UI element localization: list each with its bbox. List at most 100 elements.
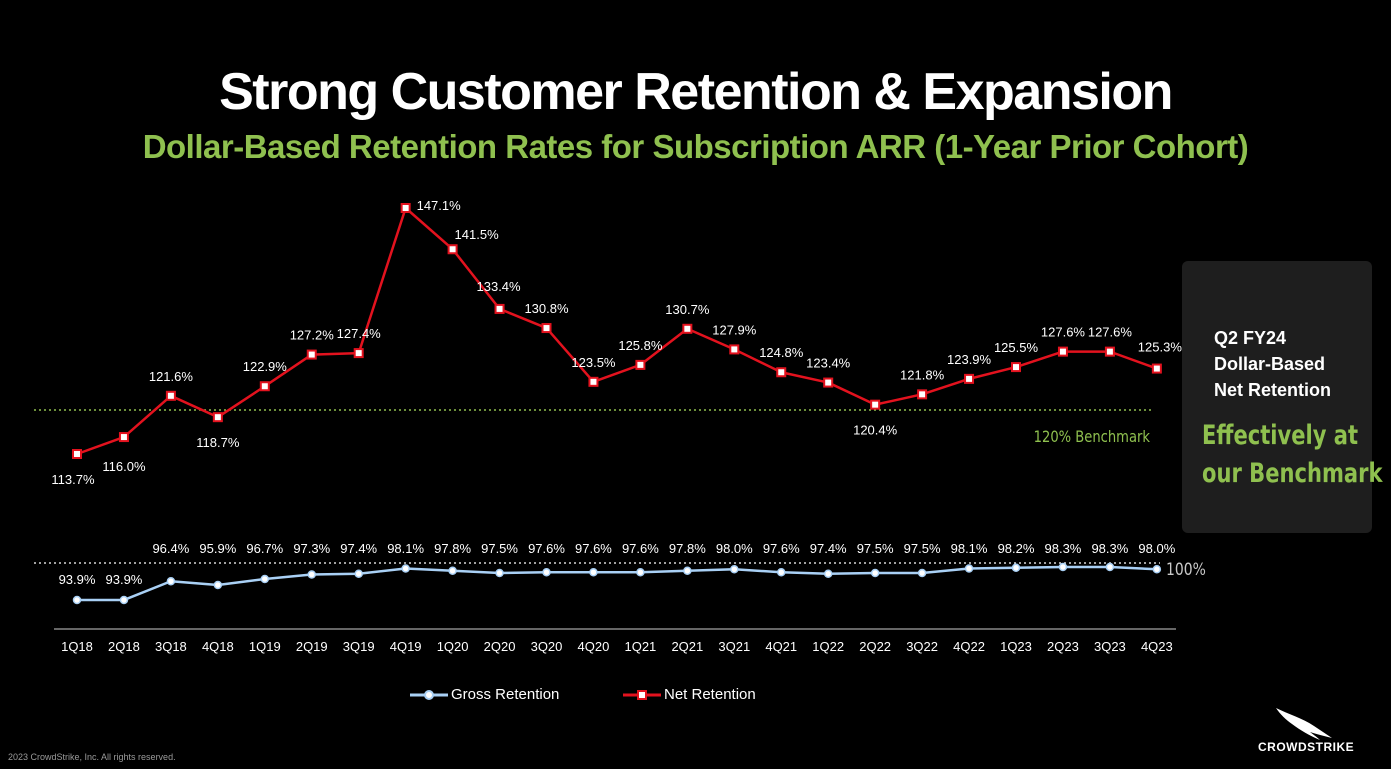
net-retention-point xyxy=(1104,346,1115,357)
copyright-text: 2023 CrowdStrike, Inc. All rights reserv… xyxy=(8,752,176,762)
callout-highlight-line: our Benchmark xyxy=(1202,458,1383,489)
net-retention-point xyxy=(259,381,270,392)
benchmark-120-label: 120% Benchmark xyxy=(1034,428,1151,447)
x-tick-label: 2Q21 xyxy=(671,639,703,654)
gross-retention-data-label: 98.0% xyxy=(716,541,753,556)
net-retention-point xyxy=(447,244,458,255)
x-tick-label: 1Q22 xyxy=(812,639,844,654)
gross-retention-data-label: 98.0% xyxy=(1138,541,1175,556)
net-retention-data-label: 113.7% xyxy=(51,472,95,487)
net-retention-point xyxy=(1151,363,1162,374)
net-retention-data-label: 127.9% xyxy=(712,322,757,337)
x-tick-label: 3Q23 xyxy=(1094,639,1126,654)
x-tick-label: 4Q19 xyxy=(390,639,422,654)
x-tick-label: 4Q20 xyxy=(578,639,610,654)
net-retention-data-label: 124.8% xyxy=(759,345,804,360)
gross-retention-point xyxy=(589,568,598,577)
x-tick-label: 2Q18 xyxy=(108,639,140,654)
gross-retention-data-label: 98.3% xyxy=(1091,541,1128,556)
x-tick-label: 4Q23 xyxy=(1141,639,1173,654)
x-tick-label: 2Q19 xyxy=(296,639,328,654)
net-retention-data-label: 121.6% xyxy=(149,369,194,384)
gross-retention-point xyxy=(448,566,457,575)
callout-box: Q2 FY24 Dollar-Based Net Retention Effec… xyxy=(1182,261,1383,533)
net-retention-data-label: 125.8% xyxy=(618,338,663,353)
gross-retention-point xyxy=(542,568,551,577)
net-retention-point xyxy=(306,349,317,360)
net-retention-point xyxy=(823,377,834,388)
net-retention-point xyxy=(494,303,505,314)
gross-retention-point xyxy=(401,564,410,573)
brand-wordmark: CROWDSTRIKE xyxy=(1258,740,1355,754)
gross-retention-point xyxy=(1152,565,1162,574)
gross-retention-data-label: 93.9% xyxy=(59,572,96,587)
net-retention-point xyxy=(1011,362,1021,373)
gross-retention-data-label: 97.4% xyxy=(340,541,377,556)
net-retention-point xyxy=(400,203,411,213)
net-retention-data-label: 116.0% xyxy=(102,459,146,474)
gross-retention-point xyxy=(354,569,363,578)
gross-retention-point xyxy=(213,580,223,590)
gross-retention-point xyxy=(777,568,786,577)
gross-retention-data-label: 98.2% xyxy=(998,541,1035,556)
callout-heading-line: Q2 FY24 xyxy=(1214,328,1287,348)
benchmark-100-label: 100% xyxy=(1166,560,1206,580)
net-retention-data-label: 133.4% xyxy=(477,279,522,294)
net-retention-data-label: 118.7% xyxy=(196,435,240,450)
net-retention-point xyxy=(682,323,693,334)
gross-retention-data-label: 98.1% xyxy=(951,541,988,556)
net-retention-data-label: 122.9% xyxy=(243,359,288,374)
gross-retention-data-label: 97.5% xyxy=(481,541,518,556)
net-retention-point xyxy=(964,373,975,384)
slide-title: Strong Customer Retention & Expansion xyxy=(219,63,1173,121)
net-retention-data-label: 127.6% xyxy=(1088,325,1133,340)
gross-retention-point xyxy=(870,568,880,578)
gross-retention-point xyxy=(495,568,504,578)
net-retention-point xyxy=(212,412,223,423)
x-tick-label: 4Q22 xyxy=(953,639,985,654)
net-retention-point xyxy=(870,399,881,410)
net-retention-point xyxy=(776,367,787,378)
gross-retention-point xyxy=(72,595,82,605)
net-retention-data-label: 127.4% xyxy=(337,326,382,341)
gross-retention-data-label: 97.3% xyxy=(293,541,330,556)
gross-retention-point xyxy=(636,568,645,577)
gross-retention-point xyxy=(823,569,833,578)
gross-retention-data-label: 96.7% xyxy=(246,541,283,556)
x-tick-label: 4Q18 xyxy=(202,639,234,654)
callout-heading: Q2 FY24 Dollar-Based Net Retention xyxy=(1214,325,1374,403)
net-retention-point xyxy=(917,389,928,400)
net-retention-point xyxy=(165,390,176,401)
gross-retention-data-label: 96.4% xyxy=(152,541,189,556)
gross-retention-data-label: 97.6% xyxy=(575,541,612,556)
x-tick-label: 4Q21 xyxy=(765,639,797,654)
x-tick-label: 3Q19 xyxy=(343,639,375,654)
callout-heading-line: Dollar-Based xyxy=(1214,354,1326,374)
net-retention-point xyxy=(541,323,552,334)
falcon-logo-icon xyxy=(1276,708,1332,740)
net-retention-point xyxy=(353,348,364,359)
net-legend-marker-icon xyxy=(623,690,661,700)
x-tick-label: 3Q20 xyxy=(531,639,563,654)
callout-heading-line: Net Retention xyxy=(1214,380,1331,400)
legend-label-gross: Gross Retention xyxy=(451,686,560,703)
net-retention-point xyxy=(729,344,740,355)
gross-retention-point xyxy=(964,564,974,573)
net-retention-data-label: 125.5% xyxy=(994,340,1039,355)
gross-retention-data-label: 97.4% xyxy=(810,541,847,556)
gross-retention-point xyxy=(1058,562,1068,572)
gross-retention-point xyxy=(119,595,129,605)
net-retention-data-label: 130.8% xyxy=(524,301,569,316)
gross-retention-line xyxy=(77,565,1157,602)
net-retention-data-label: 141.5% xyxy=(455,227,500,242)
x-tick-label: 1Q18 xyxy=(61,639,93,654)
net-retention-point xyxy=(118,432,129,443)
gross-retention-data-label: 95.9% xyxy=(199,541,236,556)
net-retention-data-label: 120.4% xyxy=(853,423,898,438)
net-retention-data-label: 123.9% xyxy=(947,352,992,367)
gross-retention-point xyxy=(260,574,270,584)
x-tick-label: 2Q22 xyxy=(859,639,891,654)
legend-label-net: Net Retention xyxy=(664,686,756,703)
net-retention-data-label: 130.7% xyxy=(665,302,710,317)
